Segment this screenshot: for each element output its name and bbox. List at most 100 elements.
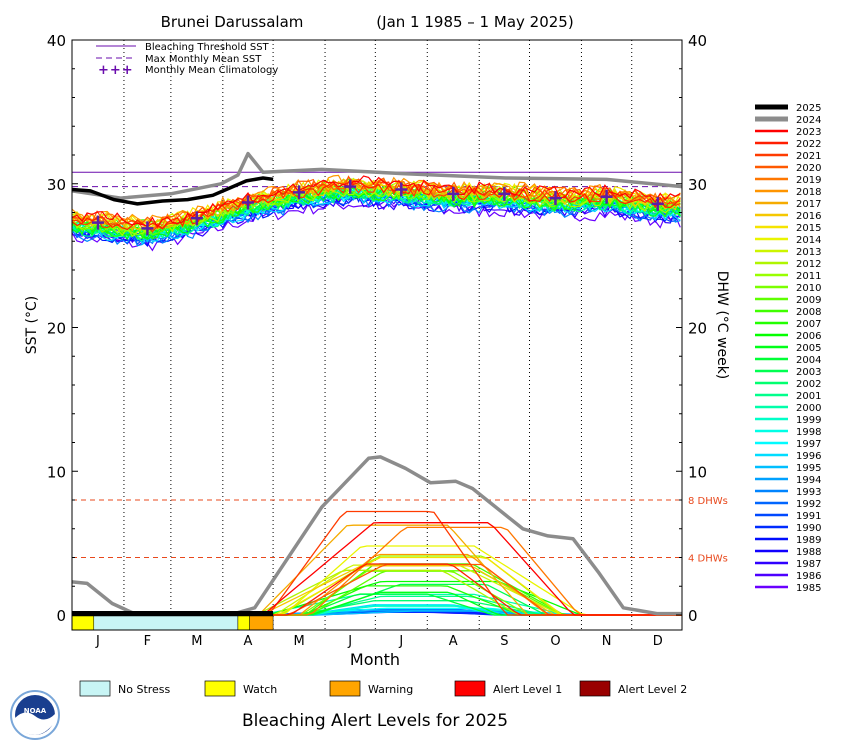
climatology-marker xyxy=(447,186,460,201)
year-legend-label: 2002 xyxy=(796,379,821,390)
month-label: M xyxy=(293,634,304,649)
y-tick-label-left: 20 xyxy=(47,320,66,338)
alert-bar-segment xyxy=(237,615,250,631)
alert-legend-swatch xyxy=(79,680,111,697)
climatology-marker xyxy=(498,186,511,201)
year-legend-label: 1988 xyxy=(796,547,821,558)
alert-legend-label: Warning xyxy=(368,683,413,696)
alert-legend-swatch xyxy=(454,680,486,697)
dhw-series-2024 xyxy=(72,455,682,617)
chart-title: Brunei Darussalam xyxy=(161,13,304,31)
year-legend-label: 1999 xyxy=(796,415,821,426)
climatology-marker xyxy=(190,211,203,226)
year-legend-label: 2013 xyxy=(796,247,821,258)
legend-climatology-label: Monthly Mean Climatology xyxy=(145,65,278,76)
climatology-marker xyxy=(141,221,154,236)
year-legend-label: 2000 xyxy=(796,403,821,414)
y-tick-label-left: 30 xyxy=(47,176,66,194)
year-legend-label: 1993 xyxy=(796,487,821,498)
y-tick-label-right: 20 xyxy=(688,320,707,338)
svg-text:NOAA: NOAA xyxy=(24,707,47,715)
month-label: J xyxy=(347,634,352,649)
year-legend-label: 2020 xyxy=(796,163,821,174)
year-legend-label: 1994 xyxy=(796,475,821,486)
year-legend-label: 1985 xyxy=(796,583,821,594)
month-label: A xyxy=(449,634,458,649)
plot-frame xyxy=(71,39,683,631)
alert-legend-swatch xyxy=(204,680,236,697)
climatology-marker xyxy=(651,196,664,211)
climatology-marker xyxy=(91,215,104,230)
y-tick-label-left: 10 xyxy=(47,463,66,481)
month-label: J xyxy=(95,634,100,649)
climatology-marker xyxy=(241,195,254,210)
sst-series-2020 xyxy=(72,175,681,230)
climatology-marker xyxy=(344,179,357,194)
background-year-series xyxy=(72,174,682,616)
year-legend-label: 2011 xyxy=(796,271,821,282)
sst-series-2012 xyxy=(72,184,681,238)
year-legend-label: 1995 xyxy=(796,463,821,474)
x-axis-label: Month xyxy=(350,650,400,669)
climatology-marker xyxy=(293,185,306,200)
year-legend-label: 2012 xyxy=(796,259,821,270)
y-tick-label-right: 10 xyxy=(688,463,707,481)
sst-series-2023 xyxy=(72,175,681,228)
month-label: S xyxy=(500,634,508,649)
alert-legend-swatch xyxy=(329,680,361,697)
year-legend-label: 2010 xyxy=(796,283,821,294)
y-tick-label-right: 0 xyxy=(688,607,698,625)
year-legend-label: 1986 xyxy=(796,571,821,582)
noaa-logo: NOAA xyxy=(10,690,60,740)
alert-legend-label: Alert Level 2 xyxy=(618,683,687,696)
month-label: J xyxy=(398,634,403,649)
sst-series-2011 xyxy=(72,183,681,236)
alert-legend-swatch xyxy=(579,680,611,697)
y-tick-label-right: 30 xyxy=(688,176,707,194)
alert-legend-label: Alert Level 1 xyxy=(493,683,562,696)
year-legend-label: 2021 xyxy=(796,151,821,162)
year-legend-label: 2008 xyxy=(796,307,821,318)
sst-series-2022 xyxy=(72,181,681,231)
climatology-marker xyxy=(395,182,408,197)
alert-bar-segment xyxy=(249,615,274,631)
legend-mmm-label: Max Monthly Mean SST xyxy=(145,54,262,65)
footer-title: Bleaching Alert Levels for 2025 xyxy=(242,711,508,731)
month-label: M xyxy=(191,634,202,649)
alert-bar-2025 xyxy=(71,611,274,631)
year-legend-label: 2001 xyxy=(796,391,821,402)
sst-series-2024 xyxy=(72,151,682,200)
month-label: F xyxy=(144,634,151,649)
year-legend: 2025202420232022202120202019201820172016… xyxy=(755,103,821,594)
axes: 0 0 10 10 20 20 30 30 40 40 J F M A M J J A S O N D xyxy=(47,32,707,649)
year-legend-label: 2003 xyxy=(796,367,821,378)
year-legend-label: 2018 xyxy=(796,187,821,198)
month-label: N xyxy=(602,634,612,649)
year-legend-label: 2017 xyxy=(796,199,821,210)
y-axis-label-left: SST (°C) xyxy=(24,296,40,354)
chart-date-range: (Jan 1 1985 – 1 May 2025) xyxy=(376,13,573,31)
alert-bar-segment xyxy=(71,615,95,631)
year-legend-label: 2015 xyxy=(796,223,821,234)
year-legend-label: 2019 xyxy=(796,175,821,186)
month-label: A xyxy=(244,634,253,649)
month-gridlines xyxy=(123,40,633,630)
alert-level-legend: No Stress Watch Warning Alert Level 1 Alert … xyxy=(79,680,687,697)
alert-bar-baseline xyxy=(72,611,274,616)
alert-legend-label: No Stress xyxy=(118,683,171,696)
alert-bar-segment xyxy=(93,615,239,631)
dhw-reference-label: 4 DHWs xyxy=(688,554,728,565)
dhw-series-2013 xyxy=(72,564,682,616)
year-legend-label: 2009 xyxy=(796,295,821,306)
climatology-marker xyxy=(549,191,562,206)
dhw-reference-label: 8 DHWs xyxy=(688,496,728,507)
month-label: D xyxy=(653,634,663,649)
dhw-series-2020 xyxy=(72,563,682,616)
year-legend-label: 1997 xyxy=(796,439,821,450)
legend-threshold-label: Bleaching Threshold SST xyxy=(145,42,270,53)
year-legend-label: 1991 xyxy=(796,511,821,522)
y-tick-label-right: 40 xyxy=(688,32,707,50)
year-legend-label: 1996 xyxy=(796,451,821,462)
year-legend-label: 1998 xyxy=(796,427,821,438)
